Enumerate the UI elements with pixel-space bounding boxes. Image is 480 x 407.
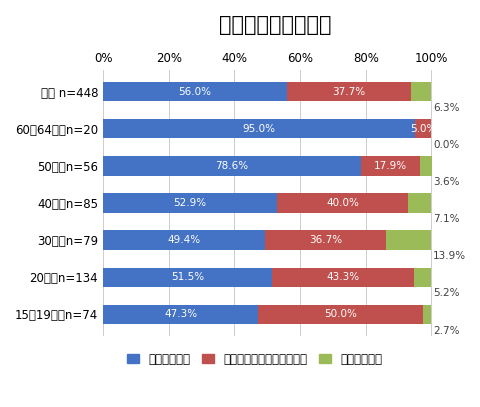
- Bar: [420, 156, 432, 175]
- Bar: [414, 268, 432, 287]
- Text: 95.0%: 95.0%: [242, 124, 276, 134]
- Text: 37.7%: 37.7%: [332, 87, 365, 96]
- Text: 50.0%: 50.0%: [324, 309, 357, 319]
- Text: 13.9%: 13.9%: [433, 251, 466, 261]
- Text: 36.7%: 36.7%: [309, 235, 342, 245]
- Bar: [103, 119, 415, 138]
- Text: 56.0%: 56.0%: [179, 87, 212, 96]
- Bar: [103, 305, 258, 324]
- Text: 51.5%: 51.5%: [171, 272, 204, 282]
- Bar: [386, 230, 432, 250]
- Text: 5.0%: 5.0%: [410, 124, 436, 134]
- Bar: [265, 230, 386, 250]
- Bar: [422, 305, 432, 324]
- Text: 2.7%: 2.7%: [433, 326, 459, 335]
- Text: 43.3%: 43.3%: [327, 272, 360, 282]
- Text: 7.1%: 7.1%: [433, 214, 459, 224]
- Bar: [103, 230, 265, 250]
- Bar: [287, 82, 411, 101]
- Title: 年代別アクセス端末: 年代別アクセス端末: [219, 15, 332, 35]
- Text: 40.0%: 40.0%: [326, 198, 359, 208]
- Bar: [415, 119, 432, 138]
- Bar: [103, 268, 272, 287]
- Text: 52.9%: 52.9%: [173, 198, 206, 208]
- Bar: [103, 82, 287, 101]
- Bar: [103, 156, 361, 175]
- Bar: [361, 156, 420, 175]
- Bar: [272, 268, 414, 287]
- Text: 3.6%: 3.6%: [433, 177, 459, 187]
- Text: 78.6%: 78.6%: [216, 161, 249, 171]
- Text: 49.4%: 49.4%: [168, 235, 201, 245]
- Text: 6.3%: 6.3%: [433, 103, 459, 113]
- Legend: パソコンのみ, パソコン・携帯電話の両方, 携帯電話のみ: パソコンのみ, パソコン・携帯電話の両方, 携帯電話のみ: [127, 353, 383, 366]
- Text: 17.9%: 17.9%: [374, 161, 407, 171]
- Bar: [411, 82, 432, 101]
- Text: 5.2%: 5.2%: [433, 289, 459, 298]
- Bar: [408, 193, 432, 213]
- Bar: [258, 305, 422, 324]
- Bar: [277, 193, 408, 213]
- Bar: [103, 193, 277, 213]
- Text: 47.3%: 47.3%: [164, 309, 197, 319]
- Text: 0.0%: 0.0%: [433, 140, 459, 150]
